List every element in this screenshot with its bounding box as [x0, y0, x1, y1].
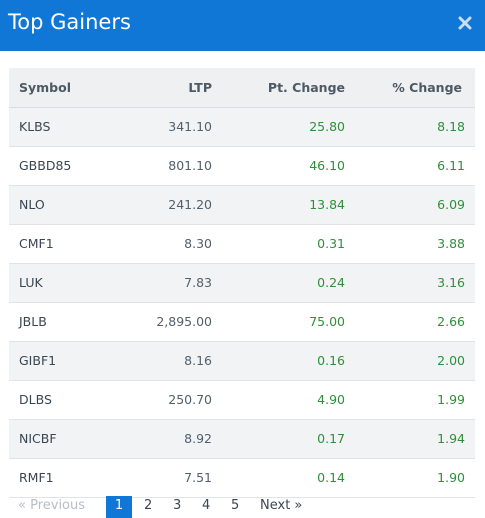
cell-pt-change: 46.10	[309, 158, 345, 173]
column-header-pt-change[interactable]: Pt. Change	[267, 79, 345, 95]
table-row[interactable]: NICBF 8.92 0.17 1.94	[9, 419, 475, 458]
cell-pct-change: 3.16	[437, 275, 465, 290]
cell-pt-change: 4.90	[317, 392, 345, 407]
pagination-page-4[interactable]: 4	[202, 498, 211, 513]
table-row[interactable]: LUK 7.83 0.24 3.16	[9, 263, 475, 302]
gainers-table: Symbol LTP Pt. Change % Change KLBS 341.1…	[9, 68, 475, 498]
table-row[interactable]: GIBF1 8.16 0.16 2.00	[9, 341, 475, 380]
cell-pct-change: 6.09	[437, 197, 465, 212]
cell-pt-change: 25.80	[309, 119, 345, 134]
cell-symbol: DLBS	[19, 392, 52, 407]
close-button[interactable]	[454, 11, 476, 35]
cell-ltp: 8.16	[184, 353, 212, 368]
column-header-ltp[interactable]: LTP	[188, 79, 212, 95]
table-row[interactable]: DLBS 250.70 4.90 1.99	[9, 380, 475, 419]
cell-symbol: GBBD85	[19, 158, 72, 173]
cell-pct-change: 1.90	[437, 470, 465, 485]
cell-pt-change: 13.84	[309, 197, 345, 212]
column-header-symbol[interactable]: Symbol	[19, 79, 71, 95]
table-row[interactable]: KLBS 341.10 25.80 8.18	[9, 107, 475, 146]
table-row[interactable]: RMF1 7.51 0.14 1.90	[9, 458, 475, 497]
cell-pct-change: 6.11	[437, 158, 465, 173]
cell-pct-change: 8.18	[437, 119, 465, 134]
gainers-table-container: Symbol LTP Pt. Change % Change KLBS 341.1…	[9, 68, 475, 498]
table-row[interactable]: NLO 241.20 13.84 6.09	[9, 185, 475, 224]
cell-ltp: 801.10	[168, 158, 212, 173]
cell-symbol: LUK	[19, 275, 43, 290]
table-row[interactable]: JBLB 2,895.00 75.00 2.66	[9, 302, 475, 341]
cell-ltp: 250.70	[168, 392, 212, 407]
pagination-next[interactable]: Next »	[260, 498, 303, 513]
pagination-previous[interactable]: « Previous	[18, 498, 86, 513]
cell-pct-change: 1.94	[437, 431, 465, 446]
cell-symbol: GIBF1	[19, 353, 57, 368]
cell-symbol: KLBS	[19, 119, 51, 134]
pagination-page-5[interactable]: 5	[231, 498, 240, 513]
cell-symbol: NICBF	[19, 431, 57, 446]
cell-ltp: 241.20	[168, 197, 212, 212]
pagination-page-3[interactable]: 3	[173, 498, 182, 513]
cell-pt-change: 0.31	[317, 236, 345, 251]
cell-ltp: 7.51	[184, 470, 212, 485]
cell-pt-change: 0.24	[317, 275, 345, 290]
cell-pct-change: 2.00	[437, 353, 465, 368]
cell-ltp: 341.10	[168, 119, 212, 134]
cell-symbol: CMF1	[19, 236, 54, 251]
close-icon	[458, 16, 472, 30]
table-header-row: Symbol LTP Pt. Change % Change	[9, 68, 475, 107]
cell-symbol: JBLB	[19, 314, 47, 329]
cell-ltp: 8.30	[184, 236, 212, 251]
table-row[interactable]: CMF1 8.30 0.31 3.88	[9, 224, 475, 263]
cell-pct-change: 3.88	[437, 236, 465, 251]
table-row[interactable]: GBBD85 801.10 46.10 6.11	[9, 146, 475, 185]
cell-pt-change: 0.16	[317, 353, 345, 368]
cell-pt-change: 0.17	[317, 431, 345, 446]
cell-pt-change: 75.00	[309, 314, 345, 329]
pagination-page-1[interactable]: 1	[106, 496, 132, 518]
cell-ltp: 8.92	[184, 431, 212, 446]
cell-pct-change: 2.66	[437, 314, 465, 329]
modal-title: Top Gainers	[8, 10, 131, 34]
modal-header: Top Gainers	[0, 0, 485, 51]
column-header-pct-change[interactable]: % Change	[392, 79, 462, 95]
pagination-page-2[interactable]: 2	[144, 498, 153, 513]
cell-symbol: NLO	[19, 197, 45, 212]
cell-ltp: 7.83	[184, 275, 212, 290]
cell-symbol: RMF1	[19, 470, 54, 485]
cell-pct-change: 1.99	[437, 392, 465, 407]
cell-pt-change: 0.14	[317, 470, 345, 485]
cell-ltp: 2,895.00	[156, 314, 212, 329]
